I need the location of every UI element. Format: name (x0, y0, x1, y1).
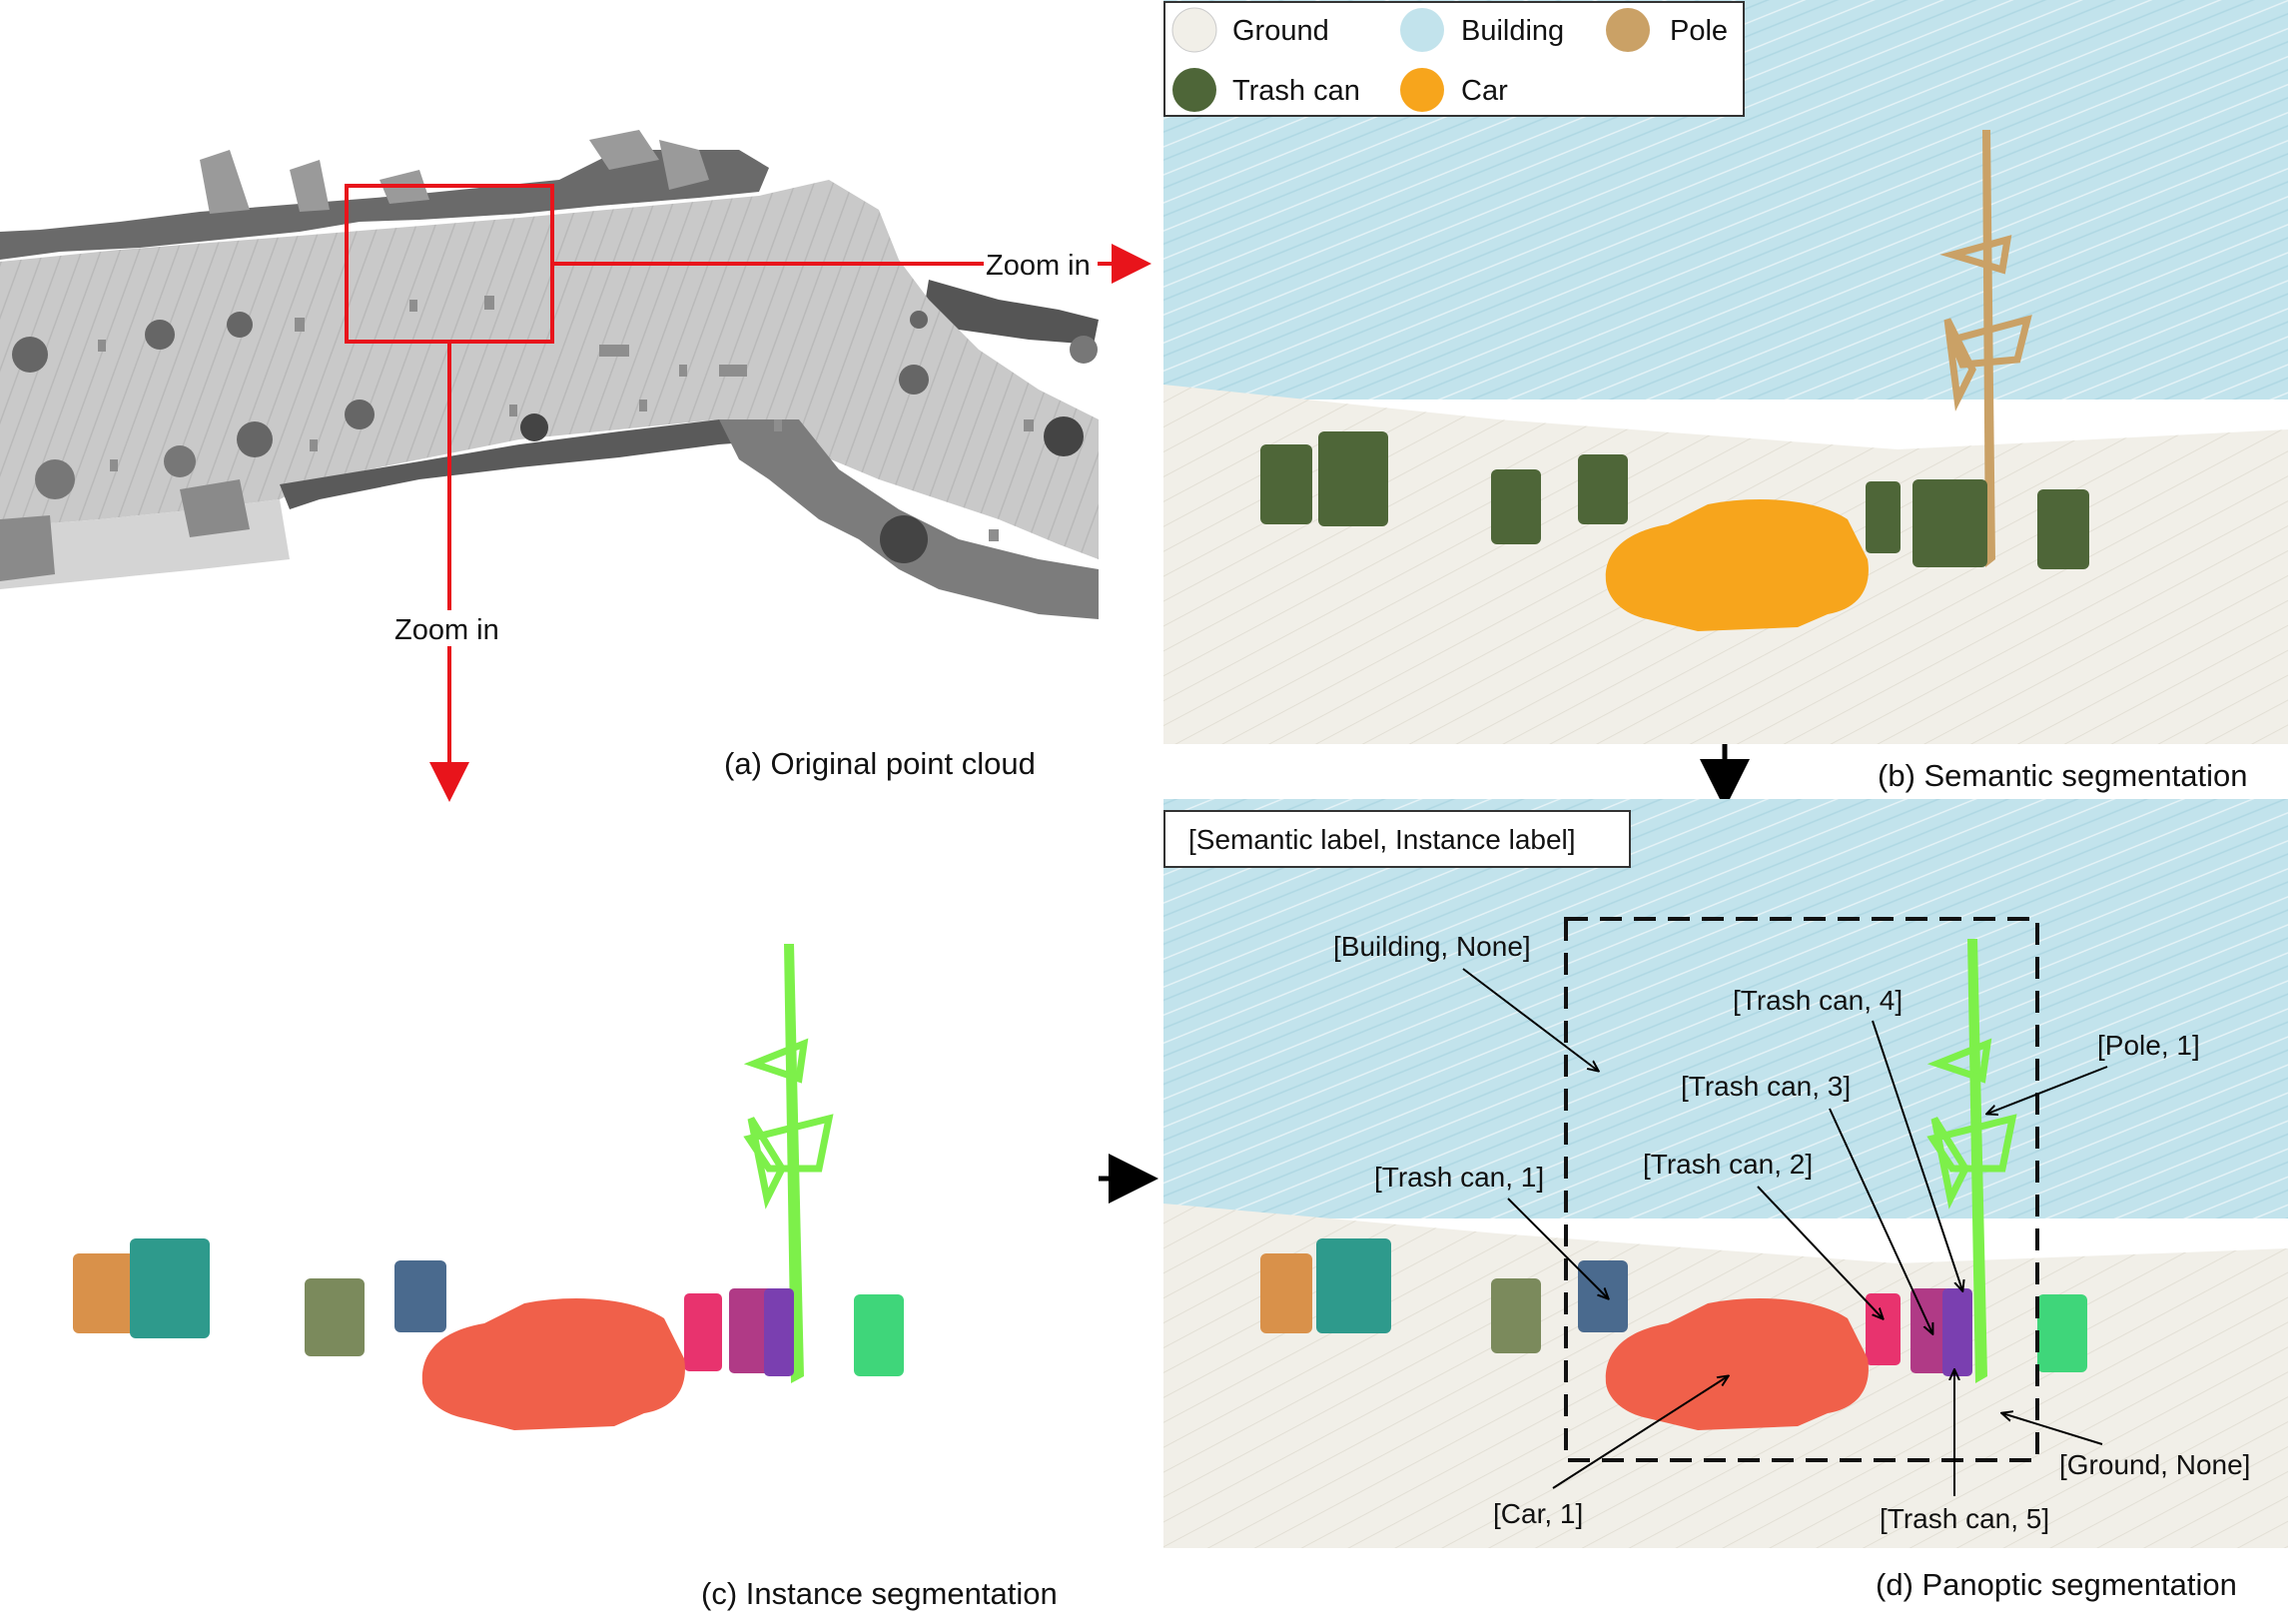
caption-b: (b) Semantic segmentation (1878, 758, 2247, 793)
annotation-car-1: [Car, 1] (1493, 1498, 1583, 1529)
pc-road (0, 180, 1099, 559)
panoptic-header: [Semantic label, Instance label] (1188, 824, 1576, 855)
annotation-trash-3-arrow (1829, 1108, 1932, 1333)
legend-item-building: Building (1400, 8, 1564, 52)
legend-label-building: Building (1461, 15, 1564, 47)
annotation-building-arrow (1462, 968, 1598, 1071)
annotation-trash-1-arrow (1507, 1198, 1608, 1298)
annotation-trash-2: [Trash can, 2] (1643, 1149, 1813, 1180)
pc-buildings-top (0, 150, 769, 260)
annotation-trash-4-arrow (1872, 1020, 1962, 1290)
b-trash-cans (1260, 431, 2089, 569)
caption-c: (c) Instance segmentation (701, 1576, 1058, 1611)
annotation-ground: [Ground, None] (2059, 1449, 2250, 1480)
panel-c-instance-segmentation: (c) Instance segmentation (73, 944, 1158, 1611)
legend-label-pole: Pole (1670, 15, 1728, 47)
pc-buildings-bottom (280, 419, 789, 509)
pc-small-objects (98, 296, 1034, 541)
annotation-car-1-arrow (1552, 1376, 1728, 1489)
annotation-trash-2-arrow (1757, 1186, 1883, 1318)
annotation-pole-1-arrow (1987, 1066, 2108, 1114)
panel-a-original-point-cloud: Zoom in Zoom in (a) Original point cloud (0, 130, 1151, 802)
legend-item-trash-can: Trash can (1172, 68, 1360, 112)
zoom-right-label: Zoom in (986, 250, 1091, 282)
c-pole-arms (743, 1038, 834, 1210)
d-building-area (1163, 799, 2288, 1218)
legend-label-ground: Ground (1232, 15, 1329, 47)
d-car (1605, 1298, 1869, 1430)
c-car (421, 1298, 685, 1430)
zoom-down-label-bg (392, 610, 506, 646)
caption-d: (d) Panoptic segmentation (1876, 1567, 2237, 1602)
b-car (1605, 499, 1869, 631)
caption-a: (a) Original point cloud (724, 746, 1036, 781)
legend-item-ground: Ground (1171, 7, 1329, 53)
b-pole (1982, 130, 1995, 567)
panel-d-panoptic-segmentation: [Semantic label, Instance label] [Buildi… (1163, 799, 2288, 1602)
legend-label-trash-can: Trash can (1232, 75, 1360, 107)
c-instances (73, 1238, 904, 1376)
d-pole-arms (1926, 1038, 2017, 1210)
panoptic-header-box (1163, 810, 1631, 868)
annotation-building: [Building, None] (1333, 931, 1531, 962)
legend-item-car: Car (1400, 68, 1508, 112)
zoom-down-label: Zoom in (394, 614, 499, 646)
b-pole-arms (1939, 235, 2032, 411)
legend: Ground Building Pole Trash can Car (1163, 1, 1745, 117)
annotation-ground-arrow (2002, 1413, 2103, 1445)
pc-buildings-upper-detail (200, 130, 709, 214)
panel-b-semantic-segmentation: (b) Semantic segmentation Ground Buildin… (1163, 0, 2288, 809)
annotation-trash-4: [Trash can, 4] (1733, 985, 1903, 1016)
pc-buildings-left-detail (0, 479, 250, 581)
legend-label-car: Car (1461, 75, 1508, 107)
annotation-trash-1: [Trash can, 1] (1374, 1162, 1544, 1193)
c-pole (784, 944, 804, 1383)
annotation-trash-3: [Trash can, 3] (1681, 1071, 1851, 1102)
d-instances (1260, 1238, 2087, 1376)
legend-item-pole: Pole (1606, 8, 1728, 52)
annotation-trash-5: [Trash can, 5] (1880, 1503, 2049, 1534)
pc-trees (12, 311, 1098, 563)
annotation-pole-1: [Pole, 1] (2097, 1030, 2200, 1061)
zoom-right-label-bg (984, 246, 1098, 282)
pc-buildings-right (924, 280, 1099, 345)
